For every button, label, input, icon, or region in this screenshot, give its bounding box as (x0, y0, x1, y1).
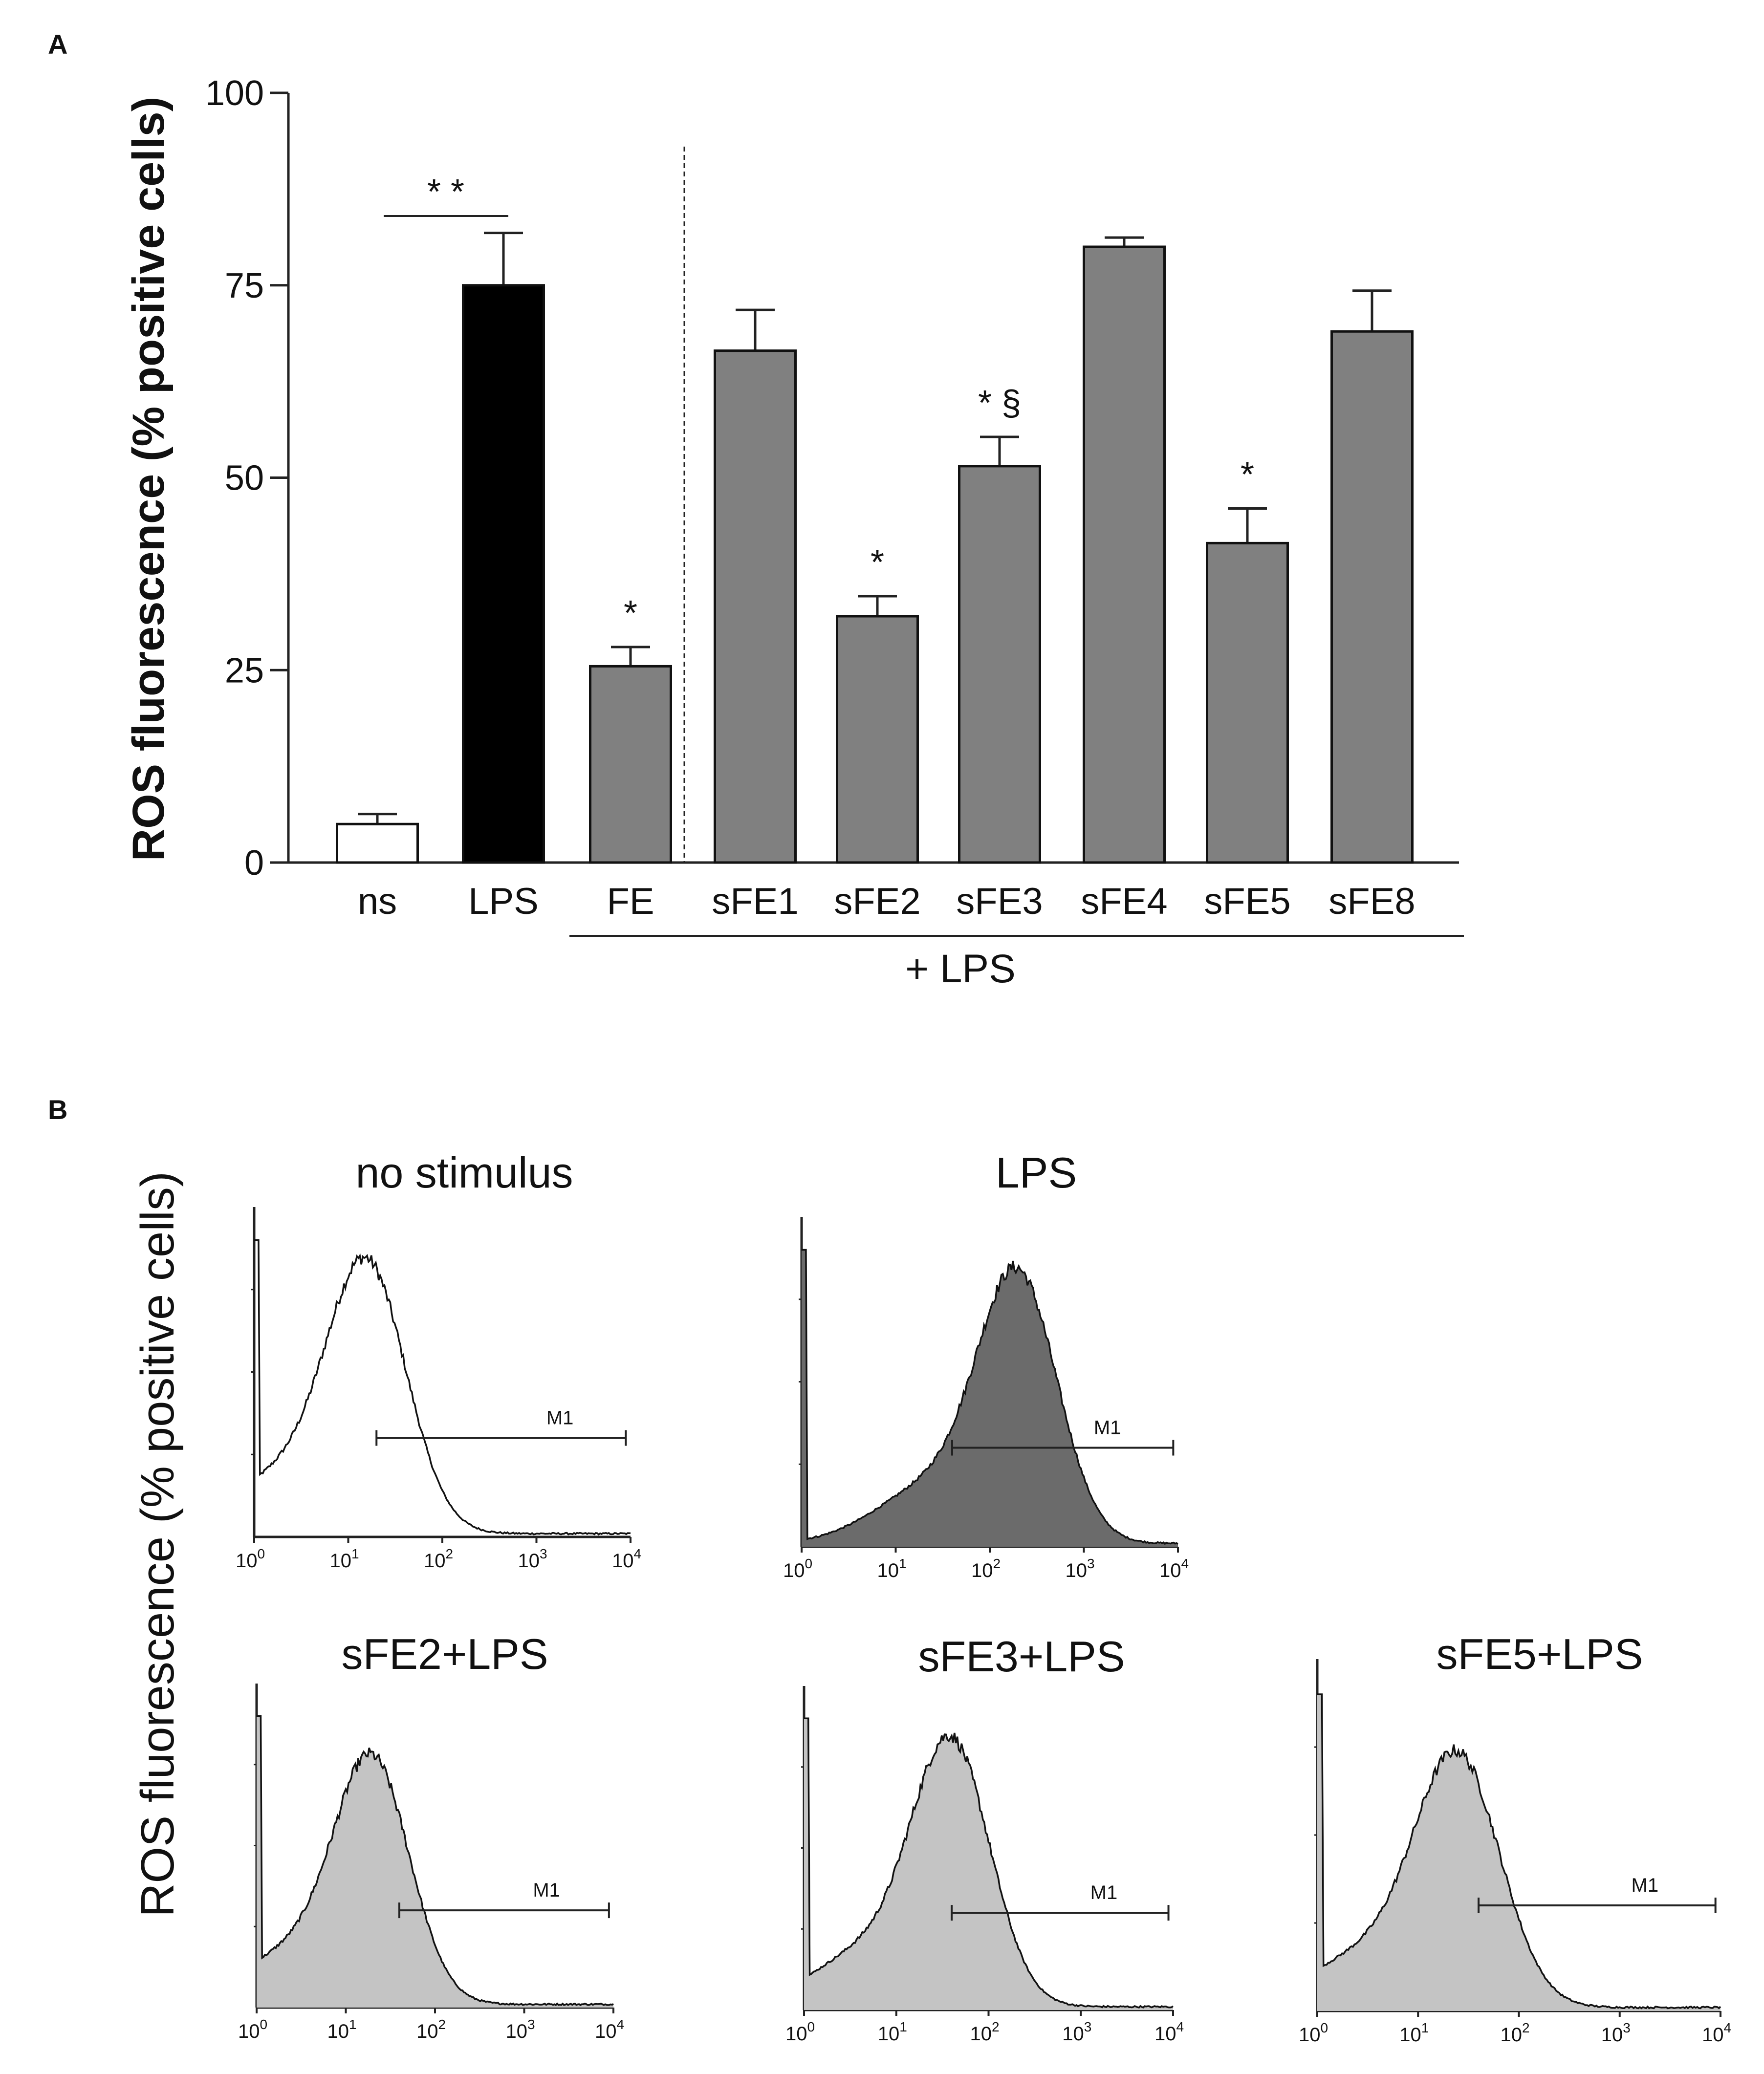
histogram-x-tick-label: 103 (1065, 1556, 1094, 1581)
histogram-x-tick-label: 102 (1500, 2020, 1529, 2046)
x-tick-label: LPS (468, 881, 539, 922)
histogram-x-tick-label: 103 (1601, 2020, 1631, 2046)
histogram-curve (254, 1239, 631, 1536)
flow-histograms: no stimulus 100 101 102 103 104 M1 LPS 100 101 102… (236, 1148, 1731, 2046)
histogram-fill (802, 1250, 1178, 1547)
histogram-curve (804, 1717, 1174, 2009)
x-tick-label: sFE1 (712, 881, 798, 922)
bar-sfe8 (1330, 330, 1414, 864)
group-label: + LPS (905, 947, 1016, 991)
histogram-title: no stimulus (355, 1148, 573, 1197)
histogram-title: LPS (996, 1148, 1077, 1197)
histogram-fill (257, 1716, 613, 2008)
bar-fe (589, 665, 672, 864)
y-tick-label: 100 (205, 74, 264, 113)
x-tick-label: sFE5 (1204, 881, 1290, 922)
x-tick-label: sFE8 (1328, 881, 1415, 922)
histogram-x-tick-label: 101 (877, 1556, 906, 1581)
histogram-fill (804, 1718, 1173, 2010)
histogram-x-tick-label: 103 (518, 1546, 547, 1572)
x-tick-label: ns (358, 881, 397, 922)
marker-label: M1 (1632, 1875, 1659, 1896)
histogram-x-tick-label: 104 (1159, 1556, 1189, 1581)
y-tick-label: 25 (225, 651, 264, 690)
histogram-x-tick-label: 102 (970, 2019, 999, 2045)
significance-mark: * § (978, 384, 1021, 423)
bar-sfe3 (958, 465, 1041, 864)
y-tick-label: 0 (244, 843, 264, 883)
histogram-x-tick-label: 101 (327, 2017, 356, 2042)
histogram-x-tick-label: 104 (612, 1546, 641, 1572)
histogram-curve (802, 1249, 1178, 1545)
marker-label: M1 (1094, 1417, 1121, 1439)
bar-chart: ROS fluorescence (% positive cells) 0 25 50… (124, 74, 1464, 991)
histogram-title: sFE2+LPS (341, 1630, 548, 1678)
significance-mark: * (624, 594, 637, 633)
panel-a-label: A (48, 29, 67, 60)
bar-sfe2 (836, 615, 919, 864)
marker-label: M1 (1090, 1882, 1118, 1903)
y-tick-label: 75 (225, 266, 264, 305)
x-tick-label: sFE3 (956, 881, 1043, 922)
x-tick-label: FE (607, 881, 654, 922)
bar-sfe5 (1206, 541, 1289, 864)
histogram-curve (257, 1715, 614, 2007)
marker-label: M1 (546, 1407, 574, 1429)
histogram-x-tick-label: 100 (785, 2019, 815, 2045)
histogram-fill (1317, 1694, 1720, 2011)
x-tick-label: sFE2 (834, 881, 920, 922)
histogram-x-tick-label: 102 (971, 1556, 1001, 1581)
histogram-x-tick-label: 104 (1154, 2019, 1184, 2045)
x-tick-label: sFE4 (1081, 881, 1167, 922)
histogram-x-tick-label: 100 (783, 1556, 812, 1581)
histogram-x-tick-label: 102 (424, 1546, 453, 1572)
histogram-x-tick-label: 101 (878, 2019, 907, 2045)
y-tick-label: 50 (225, 459, 264, 498)
significance-mark: * (871, 543, 884, 582)
panel-b-label: B (48, 1094, 67, 1125)
panel-b-y-axis-label: ROS fluorescence (% positive cells) (131, 1171, 184, 1917)
histogram-x-tick-label: 104 (1702, 2020, 1731, 2046)
histogram-x-tick-label: 100 (238, 2017, 267, 2042)
histogram-x-tick-label: 101 (329, 1546, 359, 1572)
bar-sfe4 (1083, 245, 1166, 864)
bar-lps (462, 284, 545, 864)
significance-bracket-label: * * (427, 173, 464, 212)
y-axis-label: ROS fluorescence (% positive cells) (124, 97, 174, 862)
bar-ns (336, 822, 419, 864)
marker-label: M1 (533, 1880, 560, 1901)
histogram-x-tick-label: 101 (1399, 2020, 1429, 2046)
histogram-x-tick-label: 100 (236, 1546, 265, 1572)
histogram-x-tick-label: 104 (595, 2017, 624, 2042)
histogram-curve (1317, 1693, 1721, 2009)
significance-mark: * (1241, 455, 1254, 495)
bar-sfe1 (714, 349, 797, 864)
histogram-x-tick-label: 100 (1299, 2020, 1328, 2046)
histogram-x-tick-label: 103 (505, 2017, 535, 2042)
histogram-title: sFE3+LPS (918, 1632, 1125, 1681)
histogram-title: sFE5+LPS (1436, 1630, 1643, 1678)
histogram-x-tick-label: 103 (1062, 2019, 1091, 2045)
histogram-x-tick-label: 102 (416, 2017, 446, 2042)
